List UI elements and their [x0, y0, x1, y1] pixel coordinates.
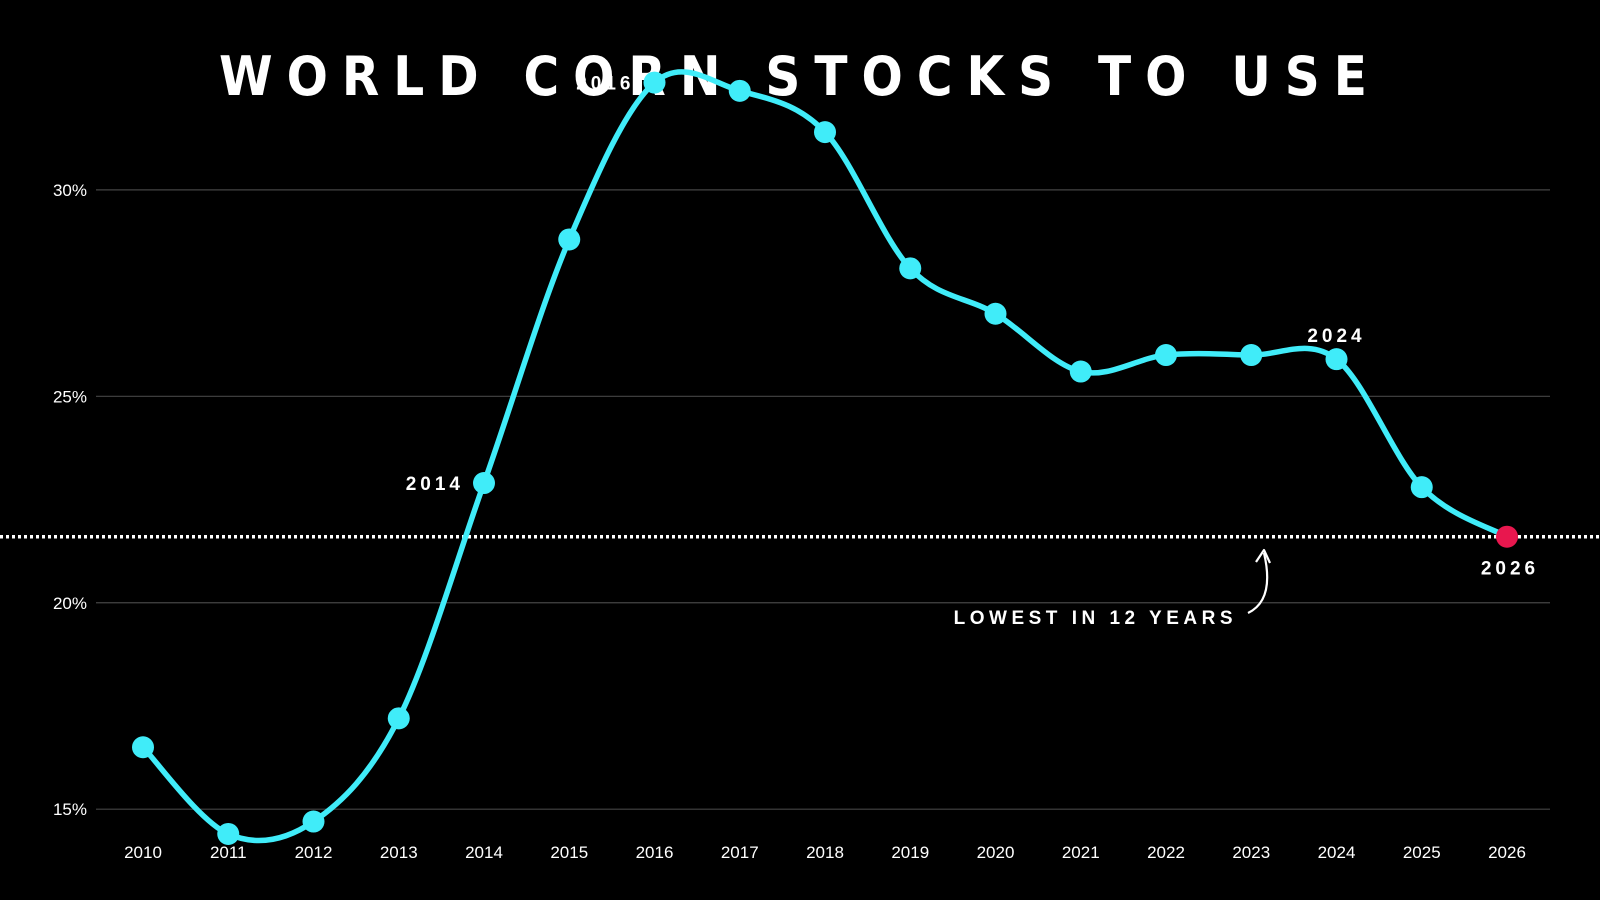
data-point-2010: [132, 736, 154, 759]
data-point-2018: [814, 121, 836, 144]
data-point-2023: [1240, 344, 1263, 367]
x-tick-label: 2011: [210, 843, 247, 862]
arrowhead-icon: [1255, 548, 1271, 564]
data-point-2024: [1325, 348, 1348, 371]
chart-title: WORLD CORN STOCKS TO USE: [219, 45, 1381, 108]
x-tick-label: 2021: [1062, 843, 1100, 862]
highlight-point-2026: [1496, 525, 1518, 548]
data-point-2016: [643, 71, 666, 94]
label-layer: 2014 2016 2024 2026 LOWEST IN 12 YEARS: [406, 74, 1539, 629]
data-point-2025: [1410, 476, 1433, 499]
data-point-2020: [984, 302, 1007, 325]
annotation-2026: 2026: [1481, 559, 1539, 580]
y-tick-label: 25%: [53, 387, 87, 406]
annotation-2016: 2016: [576, 74, 634, 95]
data-point-2019: [899, 257, 922, 280]
x-tick-label: 2014: [465, 843, 503, 862]
data-point-2021: [1069, 360, 1092, 383]
point-layer: [132, 71, 1518, 845]
x-tick-label: 2015: [550, 843, 588, 862]
grid-layer: 15% 20% 25% 30% 2010 2011 2012 2013 2014 2015 2016…: [53, 181, 1550, 862]
x-tick-label: 2026: [1488, 843, 1526, 862]
data-point-2012: [302, 810, 325, 833]
x-tick-label: 2018: [806, 843, 844, 862]
line-layer: [140, 69, 1510, 844]
data-point-2015: [558, 228, 581, 251]
annotation-2014: 2014: [406, 474, 464, 495]
x-tick-label: 2023: [1232, 843, 1270, 862]
x-tick-label: 2019: [891, 843, 929, 862]
data-point-2017: [728, 79, 751, 102]
arrow-icon: [1247, 552, 1269, 614]
x-tick-label: 2010: [124, 843, 162, 862]
x-tick-label: 2017: [721, 843, 759, 862]
x-tick-label: 2020: [977, 843, 1015, 862]
x-tick-label: 2022: [1147, 843, 1185, 862]
data-point-2014: [473, 472, 495, 495]
data-point-2011: [217, 822, 240, 845]
x-tick-label: 2025: [1403, 843, 1441, 862]
x-tick-label: 2012: [295, 843, 333, 862]
data-point-2013: [387, 707, 410, 730]
reference-line-label: LOWEST IN 12 YEARS: [954, 608, 1237, 629]
y-tick-label: 15%: [53, 800, 87, 819]
x-tick-label: 2024: [1318, 843, 1356, 862]
y-tick-label: 20%: [53, 594, 87, 613]
x-tick-label: 2016: [636, 843, 674, 862]
y-tick-label: 30%: [53, 181, 87, 200]
annotation-2024: 2024: [1307, 326, 1365, 347]
data-point-2022: [1155, 344, 1177, 367]
x-tick-label: 2013: [380, 843, 418, 862]
series-line: [140, 69, 1510, 844]
